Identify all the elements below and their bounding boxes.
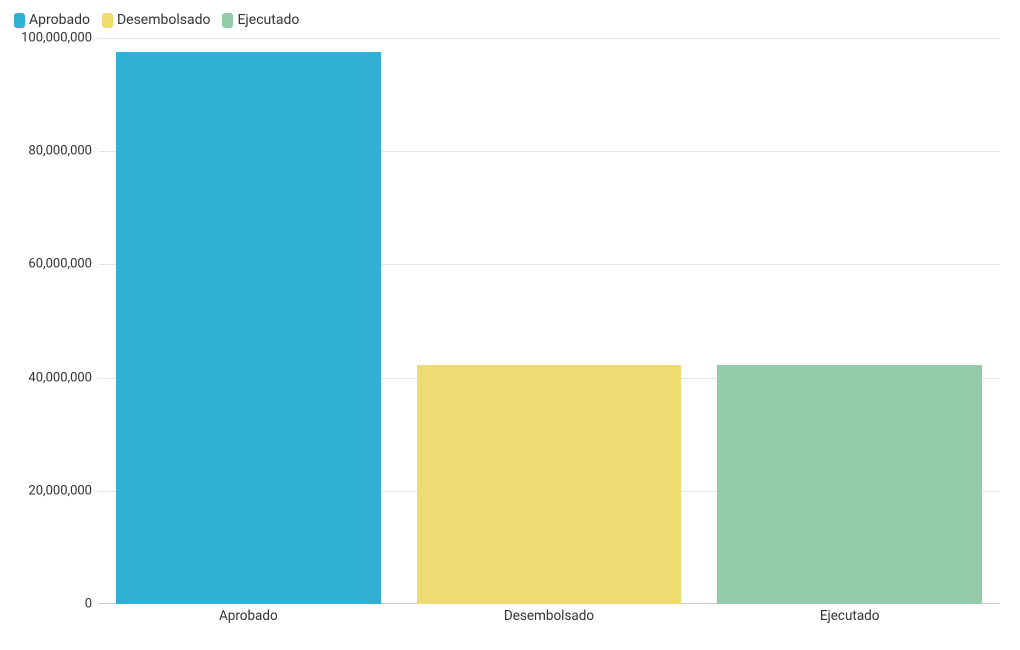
legend-label: Aprobado — [29, 12, 90, 28]
legend-item: Desembolsado — [102, 12, 211, 28]
x-label: Aprobado — [219, 608, 278, 624]
plot — [98, 38, 1000, 604]
bar-aprobado — [116, 52, 381, 604]
y-tick-label: 20,000,000 — [28, 483, 92, 498]
y-tick-label: 40,000,000 — [28, 370, 92, 385]
legend-label: Desembolsado — [117, 12, 211, 28]
x-axis-labels: Aprobado Desembolsado Ejecutado — [98, 608, 1000, 628]
y-tick-label: 100,000,000 — [21, 31, 92, 46]
bars — [98, 38, 1000, 604]
bar-ejecutado — [717, 365, 982, 604]
legend-item: Aprobado — [14, 12, 90, 28]
legend-swatch-aprobado — [14, 13, 25, 28]
y-tick-label: 80,000,000 — [28, 144, 92, 159]
legend: Aprobado Desembolsado Ejecutado — [10, 8, 1010, 32]
chart-container: Aprobado Desembolsado Ejecutado 100,000,… — [0, 0, 1020, 650]
legend-swatch-desembolsado — [102, 13, 113, 28]
y-tick-label: 60,000,000 — [28, 257, 92, 272]
y-axis: 100,000,000 80,000,000 60,000,000 40,000… — [10, 38, 98, 604]
x-label: Desembolsado — [504, 608, 594, 624]
legend-item: Ejecutado — [222, 12, 299, 28]
x-label: Ejecutado — [820, 608, 880, 624]
plot-area: 100,000,000 80,000,000 60,000,000 40,000… — [10, 32, 1010, 632]
bar-desembolsado — [417, 365, 682, 604]
y-tick-label: 0 — [85, 597, 92, 612]
legend-swatch-ejecutado — [222, 13, 233, 28]
legend-label: Ejecutado — [237, 12, 299, 28]
